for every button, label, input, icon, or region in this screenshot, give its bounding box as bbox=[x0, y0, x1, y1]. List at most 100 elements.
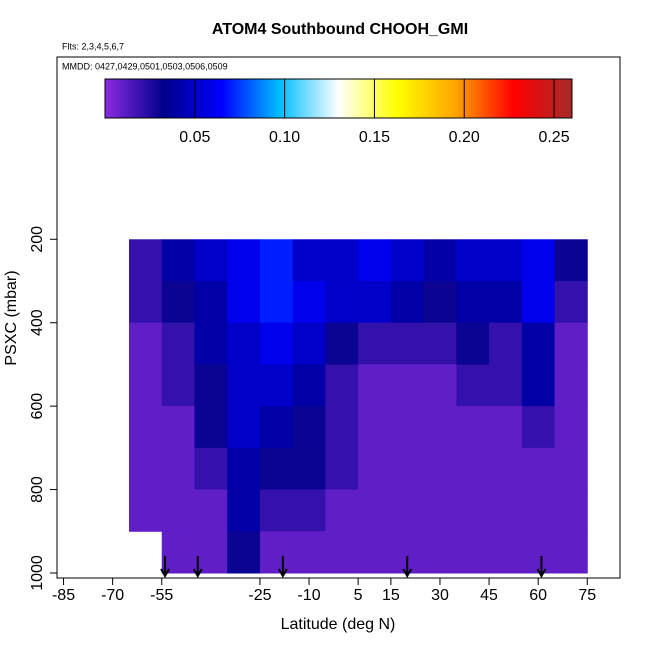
heat-cell bbox=[489, 364, 523, 407]
heat-cell bbox=[489, 281, 523, 324]
colorbar bbox=[104, 78, 573, 119]
heat-cell bbox=[489, 489, 523, 532]
heat-cell bbox=[292, 447, 326, 491]
x-tick-label: -70 bbox=[101, 587, 124, 604]
heat-cell bbox=[292, 281, 326, 324]
heat-cell bbox=[358, 364, 392, 407]
heat-cell bbox=[259, 239, 294, 282]
x-tick-label: -55 bbox=[150, 587, 173, 604]
heat-cell bbox=[456, 239, 490, 282]
arrow bbox=[160, 556, 170, 579]
heat-cell bbox=[259, 364, 294, 407]
heat-cell bbox=[161, 406, 195, 449]
heat-cell bbox=[129, 364, 163, 407]
heat-cell bbox=[292, 531, 326, 574]
heat-cell bbox=[129, 447, 163, 491]
x-tick-label: -25 bbox=[248, 587, 271, 604]
heat-cell bbox=[227, 239, 261, 282]
heat-cell bbox=[456, 531, 490, 574]
heat-cell bbox=[521, 322, 556, 365]
heat-cell bbox=[358, 406, 392, 449]
heat-cell bbox=[259, 489, 294, 532]
heat-cell bbox=[390, 447, 425, 491]
heat-cell bbox=[456, 406, 490, 449]
x-tick-label: -85 bbox=[52, 587, 75, 604]
heat-cell bbox=[227, 364, 261, 407]
y-tick-label: 800 bbox=[29, 476, 46, 503]
x-tick-label: 15 bbox=[382, 587, 400, 604]
heat-cell bbox=[423, 239, 457, 282]
x-tick-label: 75 bbox=[578, 587, 596, 604]
heat-cell bbox=[161, 489, 195, 532]
y-tick-label: 1000 bbox=[29, 555, 46, 591]
heat-cell bbox=[292, 489, 326, 532]
heat-cell bbox=[554, 489, 588, 532]
heat-cell bbox=[161, 531, 195, 574]
x-axis-label: Latitude (deg N) bbox=[281, 616, 396, 633]
heat-cell bbox=[292, 364, 326, 407]
heat-cell bbox=[325, 281, 359, 324]
heat-cell bbox=[489, 531, 523, 574]
heat-cell bbox=[227, 281, 261, 324]
heat-cell bbox=[259, 406, 294, 449]
heat-cell bbox=[259, 447, 294, 491]
heat-cell bbox=[489, 447, 523, 491]
heat-cell bbox=[194, 322, 228, 365]
heat-cell bbox=[227, 531, 261, 574]
heat-cell bbox=[129, 406, 163, 449]
arrow bbox=[192, 556, 203, 579]
heat-cell bbox=[489, 239, 523, 282]
heat-cell bbox=[423, 322, 457, 365]
arrow bbox=[536, 556, 547, 579]
heat-cell bbox=[554, 239, 588, 282]
heat-cell bbox=[456, 281, 490, 324]
heat-cell bbox=[161, 322, 195, 365]
heat-cell bbox=[358, 322, 392, 365]
heat-cell bbox=[194, 447, 228, 491]
x-tick-label: 60 bbox=[529, 587, 547, 604]
heat-cell bbox=[521, 447, 556, 491]
heat-cell bbox=[554, 406, 588, 449]
y-tick-label: 400 bbox=[29, 309, 46, 336]
heat-cell bbox=[161, 364, 195, 407]
heat-cell bbox=[521, 406, 556, 449]
x-tick-label: 30 bbox=[431, 587, 449, 604]
heat-cell bbox=[521, 531, 556, 574]
heat-cell bbox=[358, 447, 392, 491]
heat-cell bbox=[227, 322, 261, 365]
heat-cell bbox=[554, 531, 588, 574]
heat-cell bbox=[423, 531, 457, 574]
heat-cell bbox=[194, 281, 228, 324]
heat-cell bbox=[554, 322, 588, 365]
heat-cell bbox=[194, 406, 228, 449]
heat-cell bbox=[325, 531, 359, 574]
heat-cell bbox=[456, 489, 490, 532]
heat-cell bbox=[390, 364, 425, 407]
heat-cell bbox=[129, 322, 163, 365]
heat-cell bbox=[390, 281, 425, 324]
heat-cell bbox=[456, 322, 490, 365]
heat-cell bbox=[325, 364, 359, 407]
heat-cell bbox=[358, 489, 392, 532]
heat-cell bbox=[227, 447, 261, 491]
x-tick-label: -10 bbox=[297, 587, 320, 604]
heat-cell bbox=[161, 447, 195, 491]
y-tick-label: 200 bbox=[29, 226, 46, 253]
heat-cell bbox=[194, 489, 228, 532]
heat-cell bbox=[227, 406, 261, 449]
heat-cell bbox=[325, 239, 359, 282]
colorbar-tick-label: 0.25 bbox=[538, 129, 569, 146]
heat-cell bbox=[129, 281, 163, 324]
heat-cell bbox=[259, 322, 294, 365]
heat-cell bbox=[423, 447, 457, 491]
heat-cell bbox=[194, 364, 228, 407]
heat-cell bbox=[358, 531, 392, 574]
heat-cell bbox=[259, 531, 294, 574]
heat-cell bbox=[423, 406, 457, 449]
heat-cell bbox=[456, 447, 490, 491]
heat-cell bbox=[161, 239, 195, 282]
heat-cell bbox=[292, 239, 326, 282]
colorbar-tick-label: 0.20 bbox=[449, 129, 480, 146]
heat-cell bbox=[554, 281, 588, 324]
